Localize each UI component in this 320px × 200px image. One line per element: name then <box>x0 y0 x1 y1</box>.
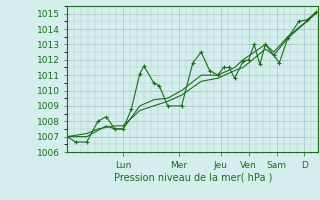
X-axis label: Pression niveau de la mer( hPa ): Pression niveau de la mer( hPa ) <box>114 173 272 183</box>
